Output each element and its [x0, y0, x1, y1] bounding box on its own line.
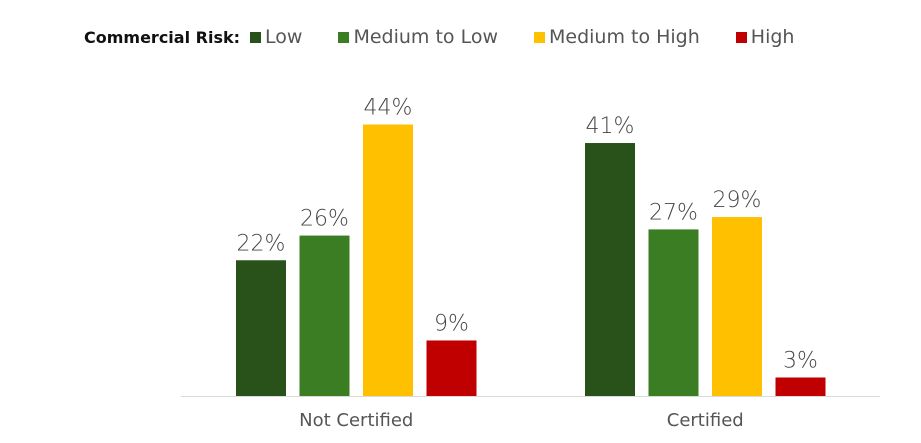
bar-certified-medium-to-low — [648, 229, 699, 396]
legend-swatch-high — [735, 31, 747, 43]
category-label-certified: Certified — [667, 410, 744, 431]
legend-label-medium-to-low: Medium to Low — [353, 26, 498, 48]
value-label-not-certified-medium-to-high: 44% — [364, 96, 413, 121]
legend-label-medium-to-high: Medium to High — [548, 26, 700, 48]
value-label-certified-low: 41% — [586, 114, 635, 139]
value-label-certified-medium-to-low: 27% — [649, 200, 698, 225]
legend-label-low: Low — [265, 26, 303, 48]
value-label-certified-medium-to-high: 29% — [713, 188, 762, 213]
legend-swatch-medium-to-low — [338, 31, 350, 43]
bar-certified-medium-to-high — [712, 217, 762, 396]
value-label-not-certified-high: 9% — [434, 311, 469, 336]
value-label-certified-high: 3% — [783, 348, 818, 373]
legend: Commercial Risk: Low Medium to Low Mediu… — [84, 26, 794, 48]
bar-not-certified-medium-to-low — [299, 235, 350, 396]
legend-swatch-medium-to-high — [533, 31, 545, 43]
bar-not-certified-low — [236, 260, 286, 396]
legend-item-medium-to-low: Medium to Low — [338, 26, 498, 48]
legend-swatch-low — [250, 31, 262, 43]
bar-certified-low — [585, 143, 635, 396]
bar-not-certified-high — [426, 340, 477, 396]
legend-label-high: High — [750, 26, 795, 48]
legend-item-medium-to-high: Medium to High — [533, 26, 700, 48]
legend-item-low: Low — [250, 26, 302, 48]
bar-not-certified-medium-to-high — [363, 124, 413, 397]
legend-title: Commercial Risk: — [84, 27, 241, 47]
value-label-not-certified-low: 22% — [237, 231, 286, 256]
value-label-not-certified-medium-to-low: 26% — [300, 207, 349, 232]
legend-item-high: High — [735, 26, 795, 48]
bar-certified-high — [775, 377, 826, 396]
category-label-not-certified: Not Certified — [299, 410, 413, 431]
